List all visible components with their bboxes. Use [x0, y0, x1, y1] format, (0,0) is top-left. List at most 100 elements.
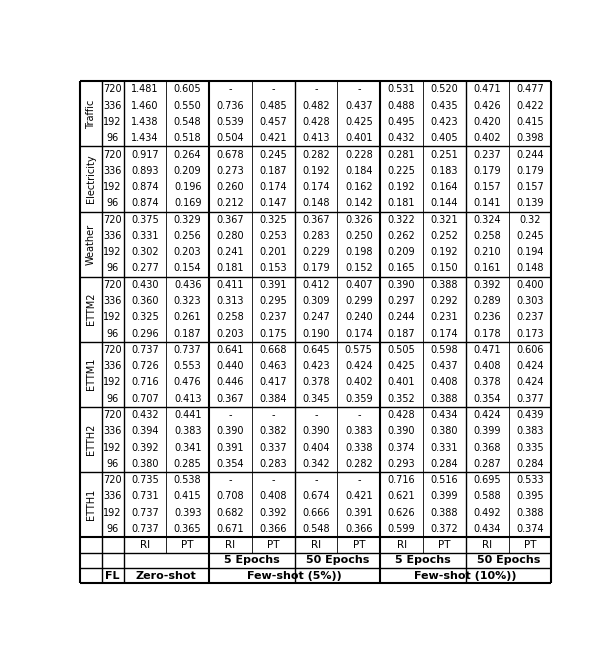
Text: 0.495: 0.495: [387, 117, 415, 127]
Text: 0.401: 0.401: [345, 134, 373, 143]
Text: 0.181: 0.181: [388, 198, 415, 209]
Text: 0.413: 0.413: [174, 393, 201, 404]
Text: 0.682: 0.682: [217, 508, 245, 518]
Text: 1.438: 1.438: [131, 117, 159, 127]
Text: 0.331: 0.331: [431, 443, 458, 453]
Text: 0.342: 0.342: [302, 459, 330, 469]
Text: 0.165: 0.165: [387, 263, 415, 274]
Text: 0.179: 0.179: [516, 166, 544, 176]
Text: 0.548: 0.548: [302, 524, 330, 534]
Text: 96: 96: [107, 393, 119, 404]
Text: 0.256: 0.256: [174, 231, 201, 241]
Text: 0.245: 0.245: [516, 231, 544, 241]
Text: 1.481: 1.481: [131, 84, 159, 94]
Text: 0.375: 0.375: [131, 215, 159, 224]
Text: 0.435: 0.435: [431, 101, 458, 111]
Text: 0.463: 0.463: [259, 361, 287, 371]
Text: 0.365: 0.365: [174, 524, 201, 534]
Text: 720: 720: [103, 84, 122, 94]
Text: 0.471: 0.471: [473, 84, 501, 94]
Text: 336: 336: [103, 426, 122, 436]
Text: 0.383: 0.383: [345, 426, 373, 436]
Text: 0.424: 0.424: [516, 361, 544, 371]
Text: 0.325: 0.325: [259, 215, 287, 224]
Text: 0.392: 0.392: [131, 443, 159, 453]
Text: 336: 336: [103, 101, 122, 111]
Text: 0.169: 0.169: [174, 198, 201, 209]
Text: 0.341: 0.341: [174, 443, 201, 453]
Text: 0.407: 0.407: [345, 280, 373, 290]
Text: 0.417: 0.417: [259, 378, 287, 388]
Text: Zero-shot: Zero-shot: [136, 570, 197, 580]
Text: 0.152: 0.152: [345, 263, 373, 274]
Text: 0.423: 0.423: [431, 117, 458, 127]
Text: 0.245: 0.245: [259, 149, 287, 159]
Text: 0.264: 0.264: [174, 149, 201, 159]
Text: 0.337: 0.337: [259, 443, 287, 453]
Text: 0.378: 0.378: [302, 378, 330, 388]
Text: 50 Epochs: 50 Epochs: [306, 555, 369, 565]
Text: 0.244: 0.244: [516, 149, 544, 159]
Text: 336: 336: [103, 296, 122, 306]
Text: ETTH2: ETTH2: [86, 424, 96, 455]
Text: 0.179: 0.179: [473, 166, 501, 176]
Text: RI: RI: [225, 540, 235, 550]
Text: 0.383: 0.383: [174, 426, 201, 436]
Text: 0.284: 0.284: [516, 459, 544, 469]
Text: 0.367: 0.367: [217, 215, 245, 224]
Text: 96: 96: [107, 198, 119, 209]
Text: 0.292: 0.292: [431, 296, 458, 306]
Text: 0.377: 0.377: [516, 393, 544, 404]
Text: 0.174: 0.174: [345, 328, 373, 339]
Text: 0.297: 0.297: [387, 296, 415, 306]
Text: 0.164: 0.164: [431, 182, 458, 192]
Text: 0.434: 0.434: [431, 410, 458, 420]
Text: 0.737: 0.737: [131, 524, 159, 534]
Text: 0.313: 0.313: [217, 296, 244, 306]
Text: 0.428: 0.428: [302, 117, 330, 127]
Text: 0.174: 0.174: [259, 182, 287, 192]
Text: 50 Epochs: 50 Epochs: [477, 555, 540, 565]
Text: 0.737: 0.737: [131, 508, 159, 518]
Text: 192: 192: [103, 182, 122, 192]
Text: RI: RI: [482, 540, 492, 550]
Text: 0.293: 0.293: [387, 459, 415, 469]
Text: -: -: [272, 84, 275, 94]
Text: 0.359: 0.359: [345, 393, 373, 404]
Text: 0.196: 0.196: [174, 182, 201, 192]
Text: 0.325: 0.325: [131, 313, 159, 322]
Text: 0.423: 0.423: [302, 361, 330, 371]
Text: 0.228: 0.228: [345, 149, 373, 159]
Text: 0.539: 0.539: [217, 117, 245, 127]
Text: 0.162: 0.162: [345, 182, 373, 192]
Text: 0.421: 0.421: [345, 492, 373, 501]
Text: 192: 192: [103, 443, 122, 453]
Text: 0.378: 0.378: [473, 378, 501, 388]
Text: 0.237: 0.237: [259, 313, 287, 322]
Text: 0.531: 0.531: [387, 84, 415, 94]
Text: 0.142: 0.142: [345, 198, 373, 209]
Text: 336: 336: [103, 166, 122, 176]
Text: 192: 192: [103, 378, 122, 388]
Text: 0.621: 0.621: [387, 492, 415, 501]
Text: 0.190: 0.190: [302, 328, 330, 339]
Text: 0.287: 0.287: [473, 459, 501, 469]
Text: -: -: [229, 84, 232, 94]
Text: 0.599: 0.599: [387, 524, 415, 534]
Text: 0.421: 0.421: [259, 134, 287, 143]
Text: 0.394: 0.394: [131, 426, 159, 436]
Text: 0.368: 0.368: [473, 443, 501, 453]
Text: 0.187: 0.187: [387, 328, 415, 339]
Text: 0.428: 0.428: [387, 410, 415, 420]
Text: 0.153: 0.153: [259, 263, 287, 274]
Text: 0.388: 0.388: [431, 508, 458, 518]
Text: 0.432: 0.432: [131, 410, 159, 420]
Text: 0.302: 0.302: [131, 247, 159, 257]
Text: 0.148: 0.148: [516, 263, 544, 274]
Text: 0.412: 0.412: [302, 280, 330, 290]
Text: 0.309: 0.309: [302, 296, 330, 306]
Text: 0.492: 0.492: [473, 508, 501, 518]
Text: 0.432: 0.432: [387, 134, 415, 143]
Text: 0.405: 0.405: [431, 134, 458, 143]
Text: 0.260: 0.260: [217, 182, 245, 192]
